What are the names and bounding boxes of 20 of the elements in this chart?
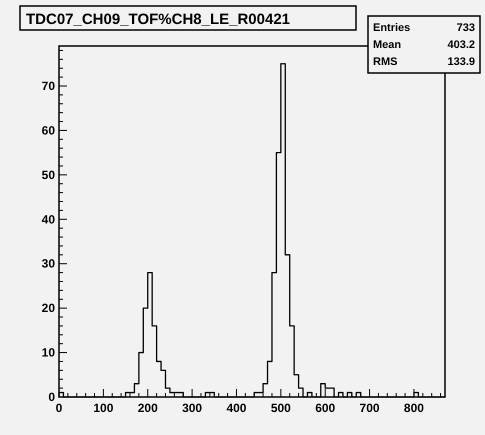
y-tick-label: 50 [42,168,56,182]
y-tick-label: 40 [42,212,56,226]
x-tick-label: 300 [182,401,202,415]
y-tick-label: 10 [42,346,56,360]
y-tick-label: 20 [42,301,56,316]
x-tick-label: 400 [226,401,247,415]
x-tick-label: 500 [270,401,292,415]
x-tick-label: 800 [404,401,424,415]
y-tick-label: 0 [48,390,56,404]
text: Entries 733 [373,22,475,34]
x-tick-label: 600 [315,401,336,415]
y-tick-label: 60 [42,123,56,138]
y-tick-label: 70 [42,78,56,93]
x-tick-label: 100 [93,401,114,415]
y-tick-label: 30 [42,256,56,271]
x-tick-label: 700 [360,401,380,415]
x-tick-label: 200 [138,401,158,415]
text: Mean 403.2 [373,39,475,51]
chart-title: TDC07_CH09_TOF%CH8_LE_R00421 [26,11,290,28]
text: RMS 133.9 [373,56,475,68]
